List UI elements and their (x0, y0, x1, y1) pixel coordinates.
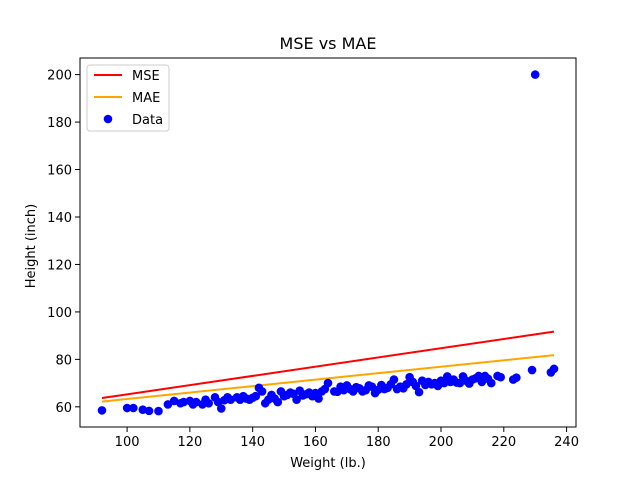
x-tick-label: 160 (303, 435, 328, 450)
axes-border (79, 57, 577, 428)
plot-points (97, 70, 559, 416)
x-axis-label: Weight (lb.) (290, 456, 366, 471)
data-point (122, 403, 132, 413)
legend: MSE MAE Data (86, 64, 170, 132)
x-tick-label: 100 (115, 435, 140, 450)
axes-frame (79, 57, 577, 428)
data-point (527, 365, 537, 375)
legend-swatch-data (103, 114, 113, 124)
y-tick-label: 60 (55, 401, 72, 416)
data-point (163, 400, 173, 409)
y-tick-label: 180 (47, 116, 72, 131)
data-point (273, 397, 283, 407)
x-axis-ticks: 100 120 140 160 180 200 220 240 (115, 427, 579, 450)
y-axis-ticks: 60 80 100 120 140 160 180 200 (47, 69, 80, 416)
data-point (486, 378, 496, 388)
data-point (323, 378, 333, 388)
y-tick-label: 80 (55, 353, 72, 368)
x-tick-label: 180 (366, 435, 391, 450)
legend-box (86, 64, 170, 132)
x-tick-label: 240 (554, 435, 579, 450)
mse-line (101, 330, 555, 400)
data-point (512, 373, 521, 382)
legend-label-data: Data (132, 113, 163, 128)
data-point (129, 403, 138, 413)
mae-line (101, 354, 555, 403)
x-tick-label: 220 (491, 435, 516, 450)
y-tick-label: 140 (47, 211, 72, 226)
data-point (549, 364, 559, 374)
y-tick-label: 120 (47, 258, 72, 273)
legend-label-mae: MAE (132, 91, 160, 106)
x-tick-label: 200 (429, 435, 454, 450)
x-tick-label: 120 (177, 435, 202, 450)
data-point (314, 394, 323, 403)
data-point (389, 375, 399, 384)
data-point (97, 406, 107, 415)
data-point (144, 406, 154, 416)
y-axis-label: Height (inch) (24, 204, 39, 289)
data-point (154, 406, 163, 416)
chart-title: MSE vs MAE (280, 34, 377, 53)
x-tick-label: 140 (240, 435, 265, 450)
y-tick-label: 160 (47, 164, 72, 179)
data-point (530, 70, 540, 79)
data-point (292, 395, 301, 405)
y-tick-label: 200 (47, 69, 72, 84)
data-point (204, 398, 214, 408)
data-point (216, 404, 226, 413)
plot-lines (101, 330, 555, 403)
data-point (251, 391, 261, 401)
data-point (496, 372, 505, 382)
legend-label-mse: MSE (132, 69, 160, 84)
data-point (257, 387, 267, 396)
data-point (414, 387, 424, 397)
y-tick-label: 100 (47, 306, 72, 321)
